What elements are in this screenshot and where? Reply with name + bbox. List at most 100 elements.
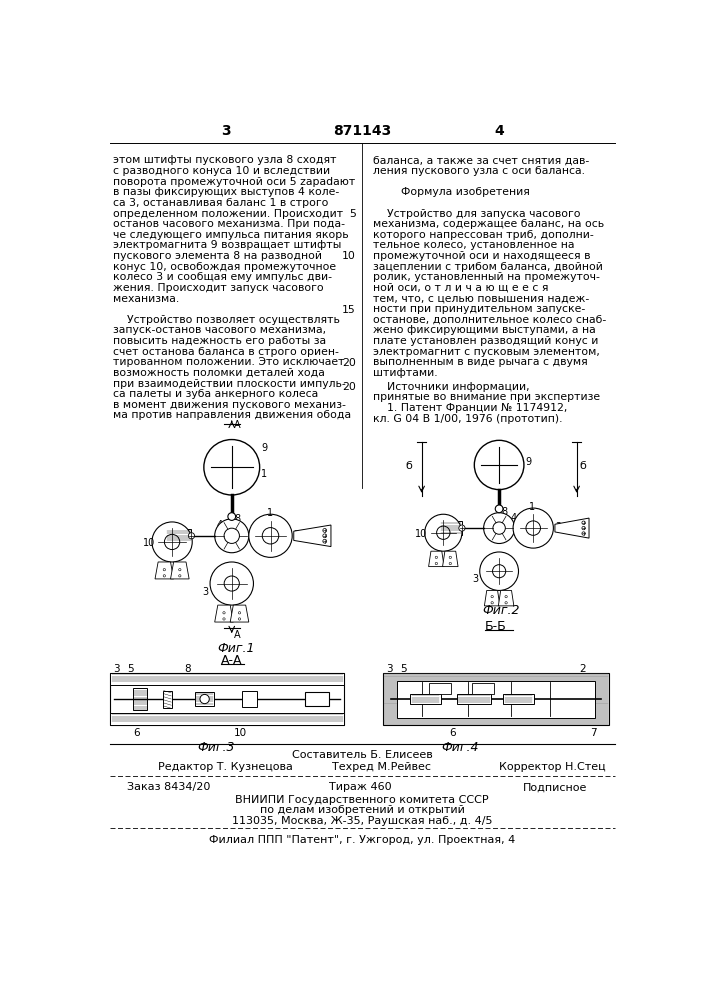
Text: выполненным в виде рычага с двумя: выполненным в виде рычага с двумя xyxy=(373,357,588,367)
Circle shape xyxy=(505,602,507,604)
Polygon shape xyxy=(155,562,174,579)
Text: 1. Патент Франции № 1174912,: 1. Патент Франции № 1174912, xyxy=(373,403,567,413)
Circle shape xyxy=(238,612,240,614)
Text: повысить надежность его работы за: повысить надежность его работы за xyxy=(113,336,327,346)
Text: 3: 3 xyxy=(202,587,209,597)
Text: 2: 2 xyxy=(580,664,586,674)
Circle shape xyxy=(223,612,225,614)
Text: ма против направления движения обода: ма против направления движения обода xyxy=(113,410,351,420)
Text: механизма.: механизма. xyxy=(113,294,180,304)
Text: 5: 5 xyxy=(349,209,356,219)
Circle shape xyxy=(513,508,554,548)
Bar xyxy=(242,691,257,707)
Text: 4: 4 xyxy=(494,124,504,138)
Circle shape xyxy=(449,556,452,559)
Circle shape xyxy=(459,525,465,531)
Circle shape xyxy=(224,528,240,543)
Text: пускового элемента 8 на разводной: пускового элемента 8 на разводной xyxy=(113,251,322,261)
Bar xyxy=(163,691,172,708)
Polygon shape xyxy=(230,605,249,622)
Text: Тираж 460: Тираж 460 xyxy=(329,782,391,792)
Bar xyxy=(110,673,344,685)
Polygon shape xyxy=(498,590,514,606)
Text: счет останова баланса в строго ориен-: счет останова баланса в строго ориен- xyxy=(113,347,339,357)
Circle shape xyxy=(215,519,249,553)
Text: 8: 8 xyxy=(234,514,240,524)
Bar xyxy=(440,521,462,535)
Text: ВНИИПИ Государственного комитета СССР: ВНИИПИ Государственного комитета СССР xyxy=(235,795,489,805)
Circle shape xyxy=(582,526,585,530)
Text: 9: 9 xyxy=(261,443,267,453)
Text: поворота промежуточной оси 5 zapadают: поворота промежуточной оси 5 zapadают xyxy=(113,177,356,187)
Text: 1: 1 xyxy=(261,469,267,479)
Polygon shape xyxy=(443,551,458,567)
Text: 8: 8 xyxy=(185,664,191,674)
Circle shape xyxy=(179,569,181,571)
Circle shape xyxy=(200,694,209,704)
Text: 3: 3 xyxy=(472,574,478,584)
Text: ной оси, о т л и ч а ю щ е е с я: ной оси, о т л и ч а ю щ е е с я xyxy=(373,283,549,293)
Circle shape xyxy=(165,534,180,550)
Bar xyxy=(110,673,344,725)
Text: б: б xyxy=(405,461,412,471)
Text: Подписное: Подписное xyxy=(522,782,587,792)
Text: 113035, Москва, Ж-35, Раушская наб., д. 4/5: 113035, Москва, Ж-35, Раушская наб., д. … xyxy=(232,816,492,826)
Text: определенном положении. Происходит: определенном положении. Происходит xyxy=(113,209,344,219)
Circle shape xyxy=(249,514,292,557)
Circle shape xyxy=(491,602,493,604)
Bar xyxy=(429,683,451,694)
Text: 2: 2 xyxy=(555,522,561,532)
Text: ления пускового узла с оси баланса.: ления пускового узла с оси баланса. xyxy=(373,166,585,176)
Text: по делам изобретений и открытий: по делам изобретений и открытий xyxy=(259,805,464,815)
Text: жения. Происходит запуск часового: жения. Происходит запуск часового xyxy=(113,283,324,293)
Text: 4: 4 xyxy=(510,513,517,523)
Text: 20: 20 xyxy=(342,358,356,368)
Text: б: б xyxy=(579,461,586,471)
Text: A: A xyxy=(234,630,240,640)
Bar xyxy=(134,688,147,710)
Text: запуск-останов часового механизма,: запуск-останов часового механизма, xyxy=(113,325,327,335)
Text: 6: 6 xyxy=(449,728,455,738)
Text: конус 10, освобождая промежуточное: конус 10, освобождая промежуточное xyxy=(113,262,337,272)
Circle shape xyxy=(425,514,462,551)
Bar xyxy=(110,713,344,725)
Circle shape xyxy=(152,522,192,562)
Text: тельное колесо, установленное на: тельное колесо, установленное на xyxy=(373,240,574,250)
Polygon shape xyxy=(428,551,444,567)
Text: возможность поломки деталей хода: возможность поломки деталей хода xyxy=(113,368,325,378)
Text: механизма, содержащее баланс, на ось: механизма, содержащее баланс, на ось xyxy=(373,219,604,229)
Text: принятые во внимание при экспертизе: принятые во внимание при экспертизе xyxy=(373,392,600,402)
Text: Корректор Н.Стец: Корректор Н.Стец xyxy=(499,762,606,772)
Text: 9: 9 xyxy=(525,457,532,467)
Text: в момент движения пускового механиз-: в момент движения пускового механиз- xyxy=(113,400,346,410)
Text: Редактор Т. Кузнецова: Редактор Т. Кузнецова xyxy=(158,762,293,772)
Text: зацеплении с трибом баланса, двойной: зацеплении с трибом баланса, двойной xyxy=(373,262,602,272)
Circle shape xyxy=(505,595,507,598)
Text: останов часового механизма. При подa-: останов часового механизма. При подa- xyxy=(113,219,345,229)
Text: Фиг.4: Фиг.4 xyxy=(441,741,479,754)
Bar xyxy=(383,673,609,725)
Text: 6: 6 xyxy=(134,728,140,738)
Text: Источники информации,: Источники информации, xyxy=(373,382,530,392)
Circle shape xyxy=(493,522,506,534)
Circle shape xyxy=(436,556,438,559)
Text: промежуточной оси и находящееся в: промежуточной оси и находящееся в xyxy=(373,251,590,261)
Bar xyxy=(397,681,595,718)
Circle shape xyxy=(480,552,518,590)
Text: ности при принудительном запуске-: ности при принудительном запуске- xyxy=(373,304,585,314)
Circle shape xyxy=(204,440,259,495)
Circle shape xyxy=(262,528,279,544)
Polygon shape xyxy=(484,590,500,606)
Text: 20: 20 xyxy=(342,382,356,392)
Circle shape xyxy=(484,513,515,544)
Text: 10: 10 xyxy=(416,529,428,539)
Text: Формула изобретения: Формула изобретения xyxy=(373,187,530,197)
Text: тем, что, с целью повышения надеж-: тем, что, с целью повышения надеж- xyxy=(373,294,589,304)
Text: че следующего импульса питания якорь: че следующего импульса питания якорь xyxy=(113,230,349,240)
Polygon shape xyxy=(293,525,331,547)
Text: 10: 10 xyxy=(342,251,356,261)
Circle shape xyxy=(491,595,493,598)
Text: плате установлен разводящий конус и: плате установлен разводящий конус и xyxy=(373,336,598,346)
Text: Фиг.2: Фиг.2 xyxy=(482,604,520,617)
Polygon shape xyxy=(555,518,589,538)
